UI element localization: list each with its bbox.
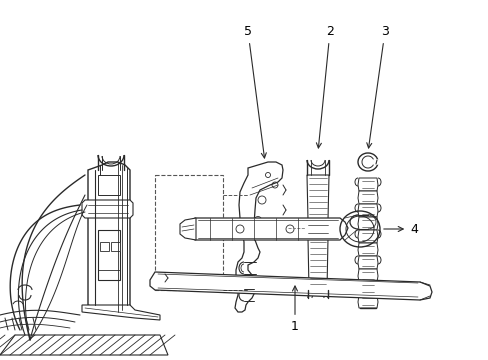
Text: 3: 3	[366, 25, 388, 148]
Polygon shape	[357, 178, 377, 191]
Polygon shape	[357, 230, 377, 243]
Polygon shape	[180, 218, 196, 240]
Text: 4: 4	[383, 222, 417, 235]
Polygon shape	[187, 218, 347, 240]
Bar	[100, 242, 109, 251]
Polygon shape	[82, 305, 160, 320]
Polygon shape	[357, 243, 377, 256]
Text: 2: 2	[316, 25, 333, 148]
Polygon shape	[82, 200, 133, 218]
Polygon shape	[88, 162, 130, 312]
Text: 5: 5	[244, 25, 266, 158]
Polygon shape	[357, 204, 377, 217]
Bar	[98, 230, 120, 280]
Polygon shape	[357, 269, 377, 282]
Text: 1: 1	[290, 286, 298, 333]
Polygon shape	[357, 256, 377, 269]
Bar	[155, 175, 223, 290]
Polygon shape	[357, 295, 377, 308]
Polygon shape	[0, 335, 168, 355]
Polygon shape	[235, 162, 283, 312]
Polygon shape	[306, 175, 328, 220]
Bar	[98, 175, 120, 195]
Polygon shape	[357, 217, 377, 230]
Polygon shape	[307, 238, 327, 290]
Polygon shape	[357, 282, 377, 295]
Polygon shape	[330, 225, 339, 231]
Bar	[111, 242, 120, 251]
Polygon shape	[357, 191, 377, 204]
Polygon shape	[304, 220, 331, 238]
Polygon shape	[150, 272, 431, 300]
